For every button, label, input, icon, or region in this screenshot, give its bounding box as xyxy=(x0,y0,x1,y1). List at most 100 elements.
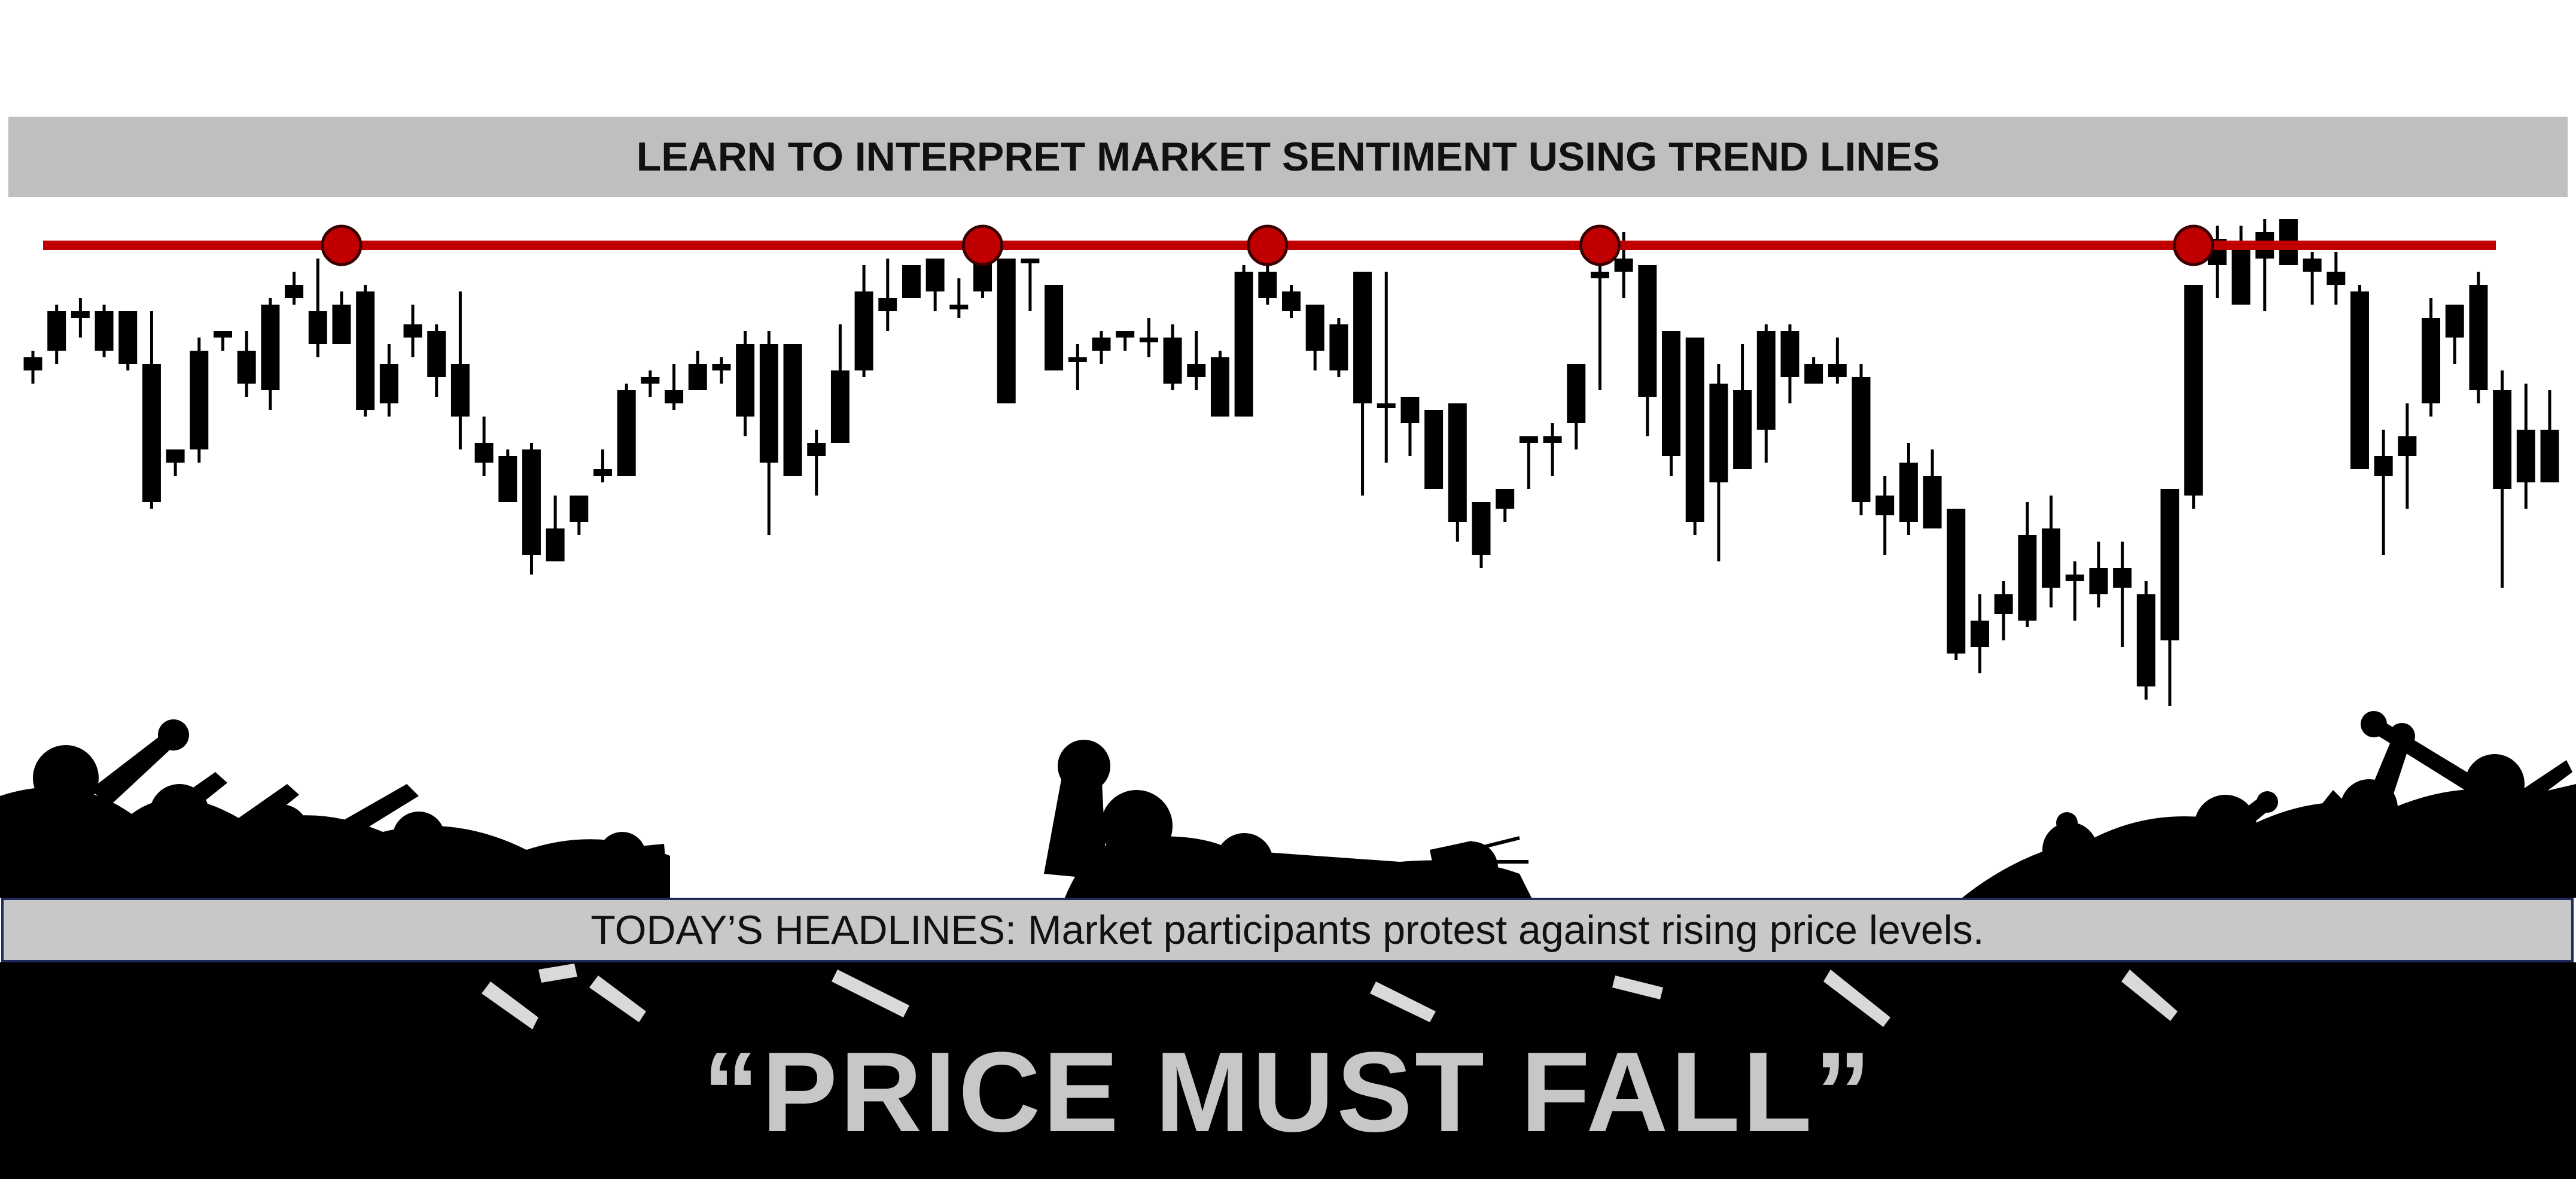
candle xyxy=(474,417,494,476)
candle xyxy=(23,351,42,384)
candle-body xyxy=(356,291,375,410)
protester-head xyxy=(2465,754,2525,814)
candle xyxy=(2042,496,2061,607)
candle xyxy=(1377,272,1396,463)
candle xyxy=(1116,331,1135,351)
candle xyxy=(546,496,565,561)
protester-fist xyxy=(2389,723,2415,749)
candle-body xyxy=(2398,436,2417,456)
candle xyxy=(1662,331,1680,476)
crowd-center-group xyxy=(1065,836,1531,898)
candle-body xyxy=(1804,364,1823,384)
title-bar: LEARN TO INTERPRET MARKET SENTIMENT USIN… xyxy=(8,117,2568,197)
candle xyxy=(1448,403,1467,542)
candle xyxy=(522,443,541,575)
candle xyxy=(1045,285,1064,370)
candle-body xyxy=(2540,430,2559,482)
crowd-highlight xyxy=(482,982,538,1029)
candle-body xyxy=(1875,496,1895,515)
candle xyxy=(2327,252,2346,305)
candle-body xyxy=(2374,456,2393,476)
protester-arm xyxy=(227,784,299,838)
crowd-right-group xyxy=(1962,784,2576,898)
candle xyxy=(2018,502,2037,627)
candle-body xyxy=(1970,621,1989,647)
candle-body xyxy=(1472,502,1491,555)
protester-arm xyxy=(2513,760,2572,808)
candle xyxy=(1899,443,1918,535)
trendline-touch-marker xyxy=(1247,224,1289,266)
candle xyxy=(1068,344,1087,390)
candle xyxy=(1424,410,1444,489)
candle xyxy=(498,449,517,502)
headline-banner: TODAY’S HEADLINES: Market participants p… xyxy=(1,898,2574,962)
protester-arm xyxy=(479,850,508,874)
candle-body xyxy=(142,364,161,502)
candle-body xyxy=(427,331,446,377)
candle xyxy=(2469,272,2488,403)
candle-body xyxy=(450,364,470,417)
candle xyxy=(379,344,398,417)
candle-body xyxy=(949,305,969,309)
candle xyxy=(617,384,636,476)
candle xyxy=(2516,384,2535,509)
candle xyxy=(1804,357,1823,384)
candle-body xyxy=(1519,436,1538,443)
candle-body xyxy=(1282,291,1301,311)
candle xyxy=(190,338,209,463)
candle-body xyxy=(1709,384,1728,482)
candle xyxy=(570,496,589,535)
candle xyxy=(1234,265,1253,417)
candle xyxy=(1496,489,1515,522)
candle-body xyxy=(1258,272,1277,298)
candle xyxy=(1305,305,1324,370)
candle-body xyxy=(1590,272,1609,278)
candle-body xyxy=(1828,364,1847,377)
candle-body xyxy=(1496,489,1515,509)
candle xyxy=(2445,305,2464,364)
protester-arm xyxy=(156,772,227,826)
candle xyxy=(830,324,849,443)
candle-body xyxy=(925,259,945,291)
candle xyxy=(2255,219,2274,311)
candle xyxy=(1353,272,1372,496)
candle-body xyxy=(47,311,66,351)
candle-body xyxy=(1210,357,1229,417)
candle xyxy=(997,259,1016,403)
candle-body xyxy=(1187,364,1206,377)
candle xyxy=(71,298,90,338)
candle xyxy=(1947,509,1966,660)
candle-body xyxy=(1543,436,1562,443)
candle xyxy=(902,265,921,298)
candle-body xyxy=(830,370,849,443)
candle-body xyxy=(997,259,1016,403)
candle-body xyxy=(2184,285,2203,496)
candle xyxy=(1329,318,1348,377)
candle-body xyxy=(2469,285,2488,390)
candle xyxy=(1756,324,1776,463)
candle xyxy=(641,370,660,397)
candle xyxy=(2231,226,2251,305)
candle xyxy=(1852,364,1871,515)
candle-body xyxy=(1305,305,1324,351)
candle xyxy=(759,331,778,535)
protester-head xyxy=(1216,833,1273,891)
candle-body xyxy=(570,496,589,522)
candle xyxy=(593,449,613,482)
candle-body xyxy=(2018,535,2037,621)
candle xyxy=(1733,344,1752,469)
candle xyxy=(1638,265,1657,436)
candle-body xyxy=(1852,377,1871,502)
candle-body xyxy=(1092,338,1111,351)
candle xyxy=(214,331,232,351)
candle-body xyxy=(71,311,90,318)
protester-head xyxy=(33,745,99,811)
candle-body xyxy=(617,390,636,476)
candle-body xyxy=(95,311,114,351)
protester-arm xyxy=(538,844,665,871)
candle-body xyxy=(522,449,541,555)
candle xyxy=(1923,449,1942,528)
candle-body xyxy=(1139,338,1158,342)
candle xyxy=(949,278,969,318)
